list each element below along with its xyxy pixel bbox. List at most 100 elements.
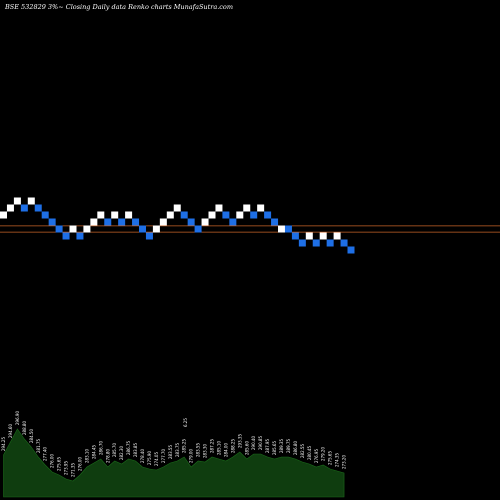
up-brick — [173, 204, 181, 212]
up-brick — [97, 211, 105, 219]
up-brick — [243, 204, 251, 212]
volume-label: 286.75 — [126, 441, 131, 455]
volume-label: 280.45 — [307, 446, 312, 460]
volume-label: 274.35 — [335, 453, 340, 467]
up-brick — [69, 225, 77, 233]
down-brick — [76, 232, 84, 240]
volume-label: 275.65 — [57, 457, 62, 471]
volume-label: 278.40 — [140, 449, 145, 463]
up-brick — [6, 204, 14, 212]
volume-label: 284.45 — [91, 445, 96, 459]
up-brick — [236, 211, 244, 219]
volume-label: 285.60 — [244, 441, 249, 455]
volume-label: 285.10 — [216, 441, 221, 455]
volume-label: 283.75 — [175, 443, 180, 457]
chart-title: BSE 532829 3%~ Closing Daily data Renko … — [5, 3, 233, 11]
volume-label: 294.60 — [8, 424, 13, 438]
up-brick — [166, 211, 174, 219]
down-brick — [62, 232, 70, 240]
volume-label: 281.75 — [36, 439, 41, 453]
volume-label: 283.30 — [203, 444, 208, 458]
down-brick — [145, 232, 153, 240]
volume-label: 276.00 — [50, 454, 55, 468]
down-brick — [41, 211, 49, 219]
down-brick — [34, 204, 42, 212]
up-brick — [208, 211, 216, 219]
volume-label: 283.10 — [84, 449, 89, 463]
volume-label: 294.25 — [1, 437, 6, 451]
down-brick — [132, 218, 140, 226]
down-brick — [298, 239, 306, 247]
up-brick — [159, 218, 167, 226]
reference-lines — [0, 225, 500, 233]
down-brick — [180, 211, 188, 219]
volume-label: 289.75 — [286, 439, 291, 453]
down-brick — [291, 232, 299, 240]
volume-label: 286.80 — [293, 441, 298, 455]
up-brick — [111, 211, 119, 219]
down-brick — [187, 218, 195, 226]
volume-area — [3, 428, 345, 498]
volume-panel — [3, 428, 345, 498]
up-brick — [83, 225, 91, 233]
volume-label: 287.95 — [265, 439, 270, 453]
down-brick — [229, 218, 237, 226]
volume-label: 296.90 — [15, 411, 20, 425]
down-brick — [340, 239, 348, 247]
volume-label: 290.85 — [258, 436, 263, 450]
volume-label: 289.35 — [279, 439, 284, 453]
volume-marker: 6.25 — [183, 418, 188, 427]
up-brick — [305, 232, 313, 240]
up-brick — [278, 225, 285, 233]
volume-label: 276.00 — [77, 457, 82, 471]
down-brick — [55, 225, 63, 233]
volume-label: 282.30 — [119, 446, 124, 460]
volume-label: 293.35 — [237, 434, 242, 448]
volume-label: 285.25 — [182, 439, 187, 453]
down-brick — [104, 218, 112, 226]
up-brick — [125, 211, 133, 219]
up-brick — [0, 211, 7, 219]
volume-label: 278.80 — [105, 449, 110, 463]
volume-label: 290.40 — [251, 436, 256, 450]
down-brick — [271, 218, 279, 226]
volume-label: 275.65 — [328, 451, 333, 465]
down-brick — [139, 225, 146, 233]
down-brick — [20, 204, 28, 212]
volume-label: 283.85 — [133, 443, 138, 457]
up-brick — [201, 218, 209, 226]
down-brick — [118, 218, 126, 226]
volume-label: 286.70 — [98, 441, 103, 455]
volume-label: 274.05 — [154, 452, 159, 466]
volume-label: 285.65 — [272, 441, 277, 455]
volume-label: 279.00 — [189, 449, 194, 463]
volume-label: 288.25 — [230, 439, 235, 453]
volume-label: 284.50 — [29, 429, 34, 443]
down-brick — [264, 211, 272, 219]
volume-labels: 294.25294.60296.90288.80284.50281.75277.… — [1, 411, 347, 477]
volume-label: 285.70 — [112, 443, 117, 457]
volume-label: 288.80 — [22, 421, 27, 435]
down-brick — [326, 239, 334, 247]
up-brick — [257, 204, 265, 212]
up-brick — [13, 197, 21, 205]
volume-label: 276.95 — [314, 449, 319, 463]
up-brick — [319, 232, 327, 240]
volume-label: 277.40 — [43, 447, 48, 461]
volume-label: 271.35 — [71, 463, 76, 477]
down-brick — [347, 246, 355, 254]
down-brick — [250, 211, 258, 219]
volume-label: 283.55 — [168, 445, 173, 459]
volume-label: 273.95 — [64, 461, 69, 475]
renko-bricks — [0, 197, 355, 254]
down-brick — [222, 211, 230, 219]
volume-label: 282.55 — [300, 444, 305, 458]
up-brick — [215, 204, 223, 212]
volume-label: 284.00 — [223, 443, 228, 457]
up-brick — [27, 197, 35, 205]
volume-label: 275.90 — [147, 451, 152, 465]
down-brick — [284, 225, 292, 233]
volume-label: 279.20 — [321, 447, 326, 461]
up-brick — [333, 232, 341, 240]
